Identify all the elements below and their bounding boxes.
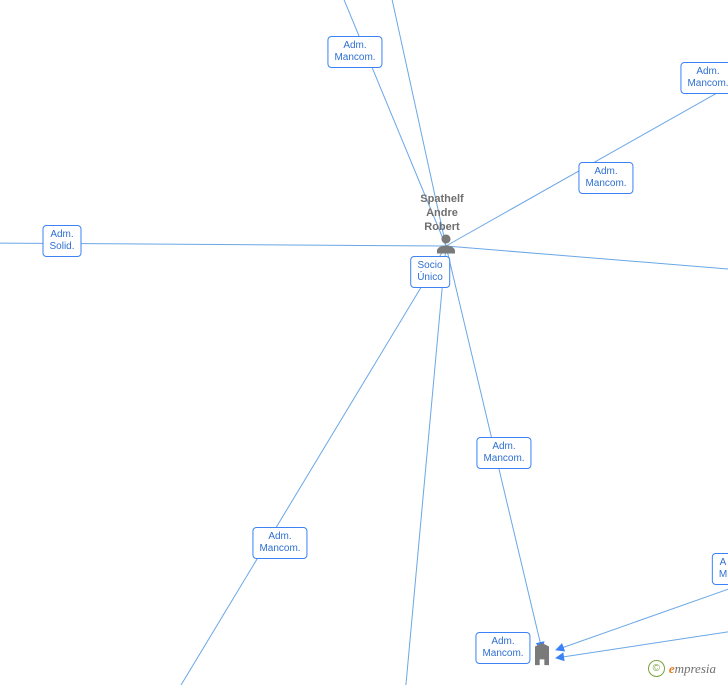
building-icon [528,640,556,673]
network-diagram: Spathelf Andre Robert © empresia Adm. Ma… [0,0,728,685]
relation-label: A M [712,553,728,585]
copyright-icon: © [648,660,665,677]
watermark-brand: empresia [669,661,716,677]
relation-label: Adm. Solid. [42,225,81,257]
relation-label: Adm. Mancom. [327,36,382,68]
relation-label: Socio Único [410,256,450,288]
edges-layer [0,0,728,685]
relation-label: Adm. Mancom. [475,632,530,664]
relation-label: Adm. Mancom. [476,437,531,469]
watermark: © empresia [648,660,716,677]
relation-label: Adm. Mancom. [680,62,728,94]
person-node-name: Spathelf Andre Robert [420,193,463,234]
relation-label: Adm. Mancom. [252,527,307,559]
relation-label: Adm. Mancom. [578,162,633,194]
